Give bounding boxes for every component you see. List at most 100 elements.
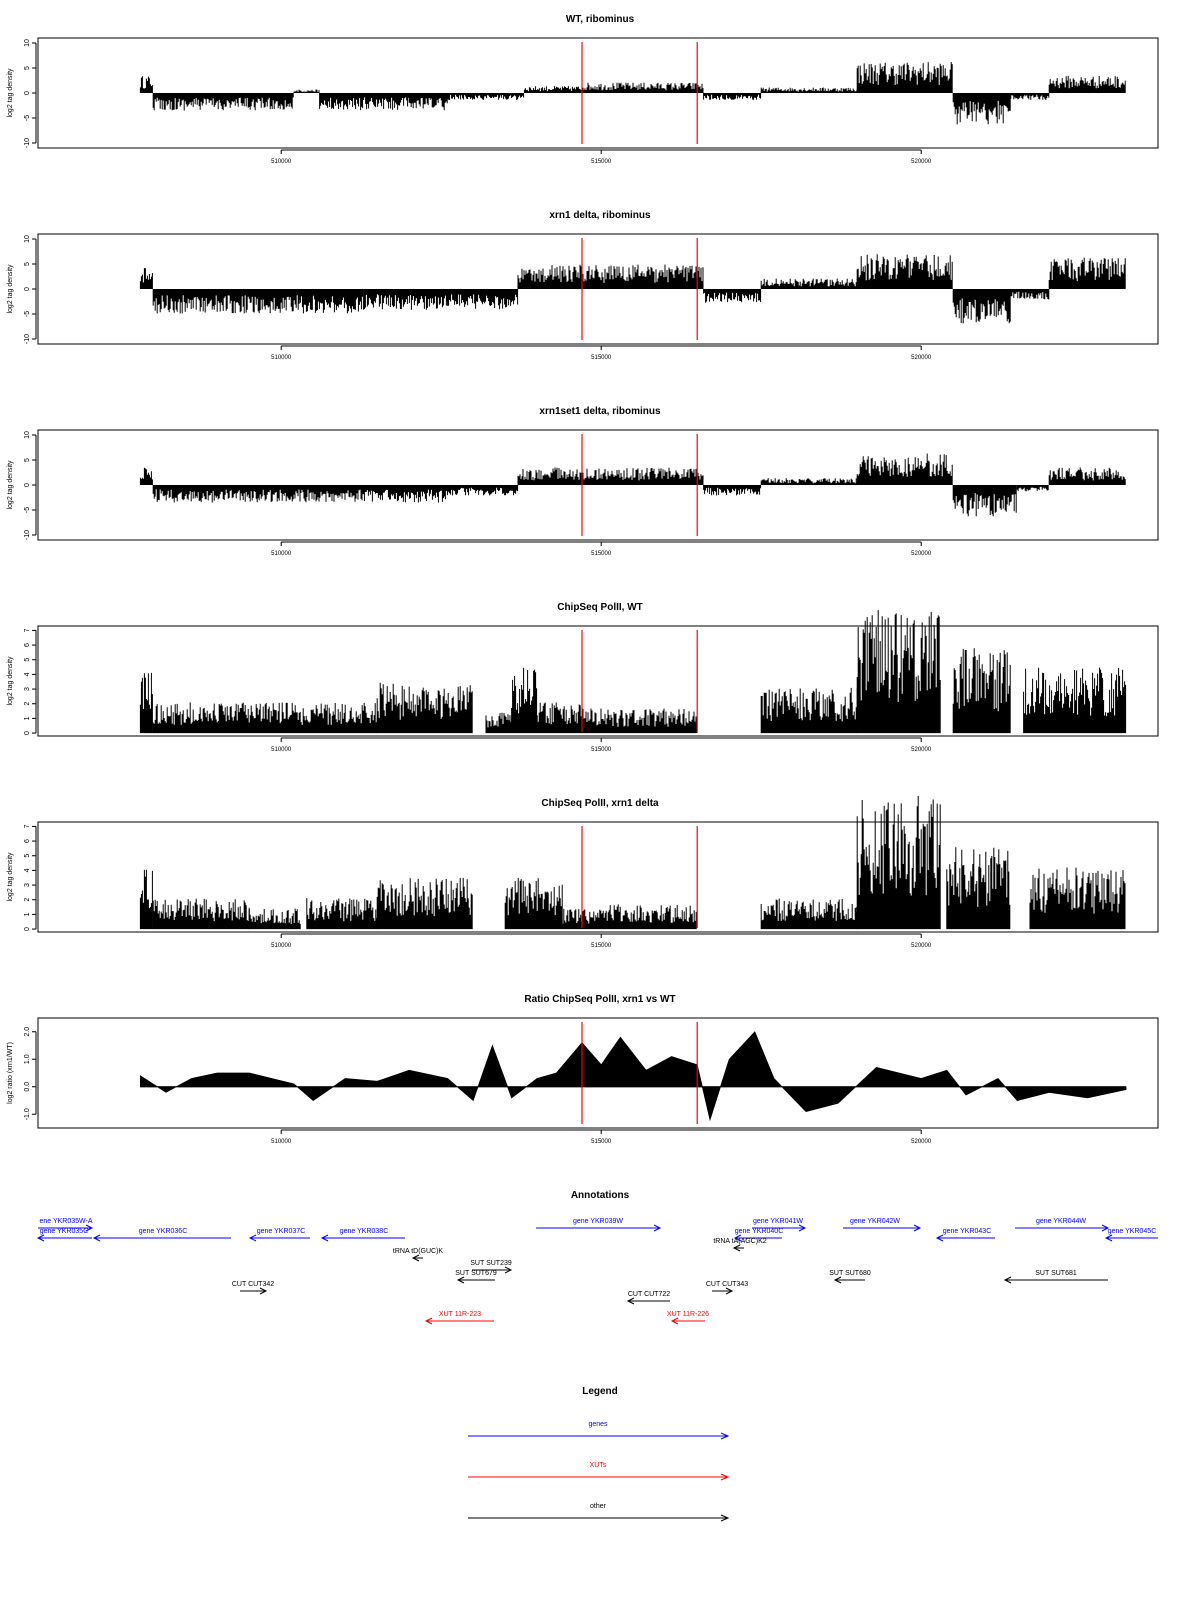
data-bar-segment [1048, 467, 1126, 485]
x-tick-label: 515000 [591, 747, 612, 753]
data-bar-segment [363, 485, 448, 503]
data-bar-segment [139, 672, 153, 734]
data-bar-segment [447, 289, 519, 310]
annotation-label: gene YKR035C [40, 1228, 89, 1235]
data-bar-segment [376, 682, 473, 734]
annotation-feature: tRNA tD(GUC)K [393, 1248, 443, 1262]
legend-title: Legend [582, 1386, 618, 1397]
annotation-feature: SUT SUT239 [470, 1260, 513, 1274]
data-bar-segment [703, 485, 762, 496]
data-bar-segment [703, 93, 762, 100]
annotation-feature: ene YKR035W-A [38, 1218, 94, 1232]
data-series [139, 453, 1126, 517]
annotation-arrowhead [259, 1287, 268, 1295]
data-bar-segment [946, 847, 1011, 930]
annotation-feature: gene YKR040C [733, 1228, 783, 1242]
data-series [139, 610, 1127, 734]
annotation-arrowhead [248, 1234, 257, 1242]
chart-panel: xrn1set1 delta, ribominus -10 -5 0 5 10 log2 t… [7, 406, 1159, 557]
annotation-label: SUT SUT239 [470, 1260, 512, 1267]
data-bar-segment [952, 93, 1011, 125]
annotation-label: ene YKR035W-A [39, 1218, 92, 1225]
data-bar-segment [248, 908, 301, 930]
annotation-arrowhead [725, 1287, 734, 1295]
annotations-section: Annotations ene YKR035W-A gene YKR035C gene… [36, 1190, 1158, 1325]
x-tick-label: 515000 [591, 551, 612, 557]
annotation-feature: XUT 11R-223 [424, 1311, 494, 1325]
annotation-label: gene YKR042W [850, 1218, 900, 1225]
annotation-feature: gene YKR045C [1104, 1228, 1158, 1242]
annotation-arrowhead [732, 1244, 741, 1252]
y-tick-label: 0 [24, 287, 31, 291]
y-axis-label: log2 tag density [7, 656, 14, 706]
chart-title: xrn1 delta, ribominus [549, 210, 651, 221]
annotation-label: gene YKR039W [573, 1218, 623, 1225]
data-bar-segment [139, 76, 153, 93]
chart-panel: ChipSeq PolII, xrn1 delta 0 1 2 3 4 5 6 7 log2 ta… [7, 795, 1159, 949]
y-tick-label: 1 [24, 716, 31, 720]
annotation-arrowhead [36, 1234, 45, 1242]
y-tick-label: 3 [24, 687, 31, 691]
y-tick-label: 2.0 [24, 1027, 31, 1037]
annotation-label: gene YKR044W [1036, 1218, 1086, 1225]
y-tick-label: 1 [24, 912, 31, 916]
annotation-label: XUT 11R-226 [667, 1311, 709, 1318]
chart-panel: Ratio ChipSeq PolII, xrn1 vs WT -1.0 0.0 1.… [7, 994, 1159, 1145]
annotation-arrowhead [798, 1224, 807, 1232]
y-axis-label: log2 tag density [7, 460, 14, 510]
annotation-label: CUT CUT342 [232, 1281, 274, 1288]
annotation-feature: tRNA tA(AGC)K2 [713, 1238, 767, 1252]
data-bar-segment [139, 869, 153, 930]
data-bar-segment [523, 86, 582, 93]
x-tick-label: 515000 [591, 159, 612, 165]
legend-entry: other [468, 1503, 730, 1522]
data-bar-segment [1029, 867, 1126, 930]
data-bar-segment [952, 289, 1011, 324]
data-bar-segment [581, 708, 698, 734]
annotation-label: gene YKR043C [943, 1228, 992, 1235]
data-bar-segment [1048, 75, 1126, 93]
data-bar-segment [152, 93, 294, 111]
annotation-label: gene YKR045C [1108, 1228, 1157, 1235]
data-bar-segment [152, 485, 294, 503]
annotation-label: XUT 11R-223 [439, 1311, 481, 1318]
annotation-arrowhead [626, 1297, 635, 1305]
data-bar-segment [139, 268, 153, 289]
y-tick-label: -1.0 [24, 1108, 31, 1120]
plot-frame [37, 37, 1159, 149]
y-tick-label: 10 [24, 431, 31, 439]
legend-entry: XUTs [468, 1462, 730, 1481]
chart-panel: xrn1 delta, ribominus -10 -5 0 5 10 log2 tag d… [7, 210, 1159, 361]
annotation-label: tRNA tA(AGC)K2 [713, 1238, 766, 1245]
y-tick-label: 0 [24, 927, 31, 931]
annotation-arrowhead [935, 1234, 944, 1242]
annotation-arrowhead [1104, 1234, 1113, 1242]
data-bar-segment [1016, 485, 1049, 492]
x-tick-label: 510000 [271, 551, 292, 557]
annotation-arrowhead [92, 1234, 101, 1242]
data-bar-segment [485, 712, 512, 734]
chart-title: xrn1set1 delta, ribominus [539, 406, 661, 417]
data-bar-segment [760, 87, 858, 93]
data-bar-segment [536, 702, 582, 734]
data-bar-segment [1010, 289, 1050, 300]
x-tick-label: 510000 [271, 159, 292, 165]
chart-title: ChipSeq PolII, xrn1 delta [541, 798, 659, 809]
annotation-label: gene YKR041W [753, 1218, 803, 1225]
annotation-arrowhead [913, 1224, 922, 1232]
plot-frame [37, 1017, 1159, 1129]
annotation-feature: gene YKR035C [36, 1228, 92, 1242]
data-bar-segment [363, 289, 448, 310]
data-bar-segment [856, 453, 953, 485]
y-tick-label: 4 [24, 868, 31, 872]
legend-label: XUTs [590, 1462, 607, 1469]
annotation-feature: CUT CUT722 [626, 1291, 670, 1305]
data-bar-segment [152, 702, 378, 734]
y-tick-label: 5 [24, 66, 31, 70]
data-bar-segment [306, 898, 378, 930]
annotation-label: CUT CUT722 [628, 1291, 670, 1298]
data-bar-segment [152, 289, 301, 314]
y-tick-label: 0 [24, 731, 31, 735]
y-tick-label: 0 [24, 91, 31, 95]
y-tick-label: 5 [24, 458, 31, 462]
